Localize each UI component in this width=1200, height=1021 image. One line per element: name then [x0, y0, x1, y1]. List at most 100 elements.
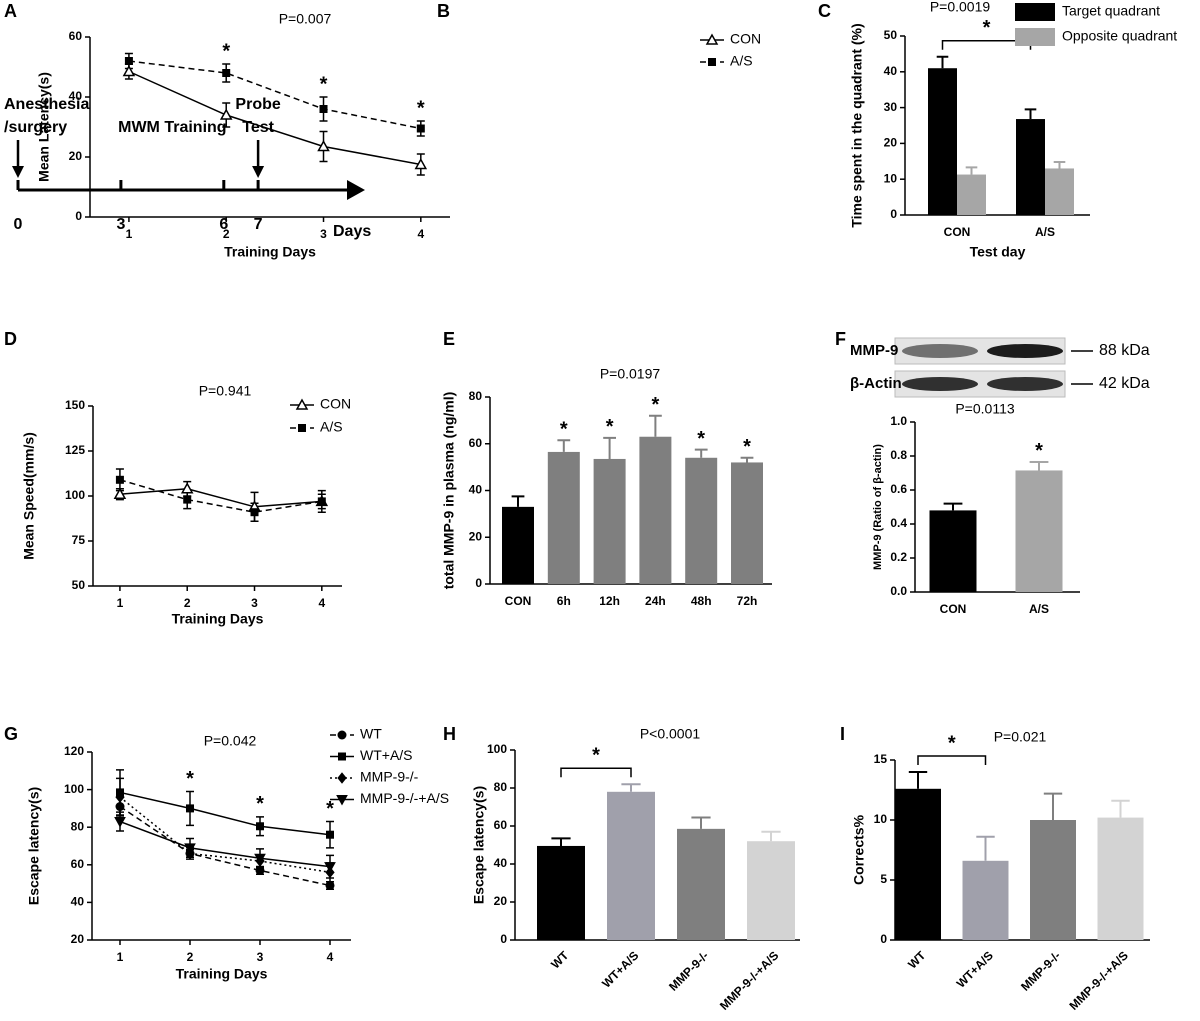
x-tick-label: MMP-9-/-	[1018, 948, 1063, 993]
p-value: P=0.0019	[930, 0, 991, 15]
x-tick-label: 7	[254, 216, 263, 233]
marker	[255, 865, 265, 875]
bar	[962, 860, 1009, 940]
y-tick-label: 40	[469, 483, 483, 497]
blot-band	[987, 377, 1063, 391]
marker	[256, 822, 264, 831]
x-tick-label: MMP-9-/-+A/S	[717, 948, 781, 1012]
significance-label: *	[652, 394, 660, 416]
event-label: MWM Training	[118, 119, 226, 136]
x-tick-label: 3	[116, 216, 125, 233]
error-bar	[1043, 792, 1063, 820]
marker	[184, 843, 196, 854]
y-tick-label: 60	[71, 857, 85, 871]
x-tick-label: 6	[219, 216, 228, 233]
x-tick-label: 1	[117, 596, 124, 610]
x-tick-label: 48h	[691, 594, 712, 608]
event-label: /surgery	[4, 119, 67, 136]
legend-label: WT+A/S	[360, 747, 413, 763]
event-label: Probe	[235, 96, 280, 113]
x-axis-label: Training Days	[224, 244, 316, 260]
legend-label: Opposite quadrant	[1062, 28, 1177, 44]
y-tick-label: 0.8	[890, 448, 907, 462]
x-tick-label: 24h	[645, 594, 666, 608]
error-bar	[1029, 460, 1049, 471]
series-line	[119, 796, 331, 874]
y-axis-label: Time spent in the quadrant (%)	[849, 23, 865, 227]
y-tick-label: 5	[880, 872, 887, 886]
marker	[336, 795, 348, 806]
legend-label: A/S	[320, 419, 343, 435]
p-value: P=0.042	[204, 733, 257, 749]
bar	[547, 451, 580, 584]
significance-label: *	[743, 436, 751, 458]
y-tick-label: 20	[71, 932, 85, 946]
y-tick-label: 30	[884, 100, 898, 114]
y-tick-label: 120	[64, 744, 84, 758]
y-tick-label: 100	[65, 488, 85, 502]
panel-label: F	[835, 329, 846, 349]
marker	[414, 157, 428, 170]
marker	[317, 139, 330, 152]
series-line	[119, 488, 322, 508]
marker	[317, 497, 326, 506]
p-value: P=0.0197	[600, 366, 661, 382]
p-value: P=0.007	[279, 11, 332, 27]
significance-bracket	[917, 755, 987, 765]
panel-label: G	[4, 724, 18, 744]
significance-label: *	[326, 798, 334, 820]
series-line	[119, 479, 322, 513]
blot-band	[902, 344, 978, 358]
bar	[957, 174, 986, 215]
error-bar	[694, 448, 708, 458]
error-bar	[965, 166, 978, 175]
marker	[295, 398, 309, 410]
p-value: P=0.021	[994, 729, 1047, 745]
marker	[250, 508, 259, 517]
p-value: P<0.0001	[640, 726, 701, 742]
y-tick-label: 40	[494, 856, 508, 870]
x-axis-label: Test day	[970, 244, 1026, 260]
bar	[1015, 470, 1063, 592]
marker	[183, 495, 192, 504]
marker	[416, 124, 425, 133]
x-tick-label: CON	[944, 225, 971, 239]
significance-label: *	[186, 768, 194, 790]
y-axis-label: MMP-9 (Ratio of β-actin)	[872, 444, 884, 570]
x-tick-label: 3	[251, 596, 258, 610]
bar	[1097, 817, 1144, 940]
y-tick-label: 1.0	[890, 414, 907, 428]
marker	[122, 64, 136, 77]
x-tick-label: 4	[417, 227, 424, 241]
legend-label: WT	[360, 726, 382, 742]
y-axis-label: Corrects%	[851, 814, 867, 885]
y-tick-label: 60	[469, 436, 483, 450]
legend-label: MMP-9-/-	[360, 769, 419, 785]
legend-label: Target quadrant	[1062, 3, 1160, 19]
bar	[1030, 820, 1076, 940]
y-tick-label: 0.2	[890, 550, 907, 564]
p-value: P=0.941	[199, 383, 252, 399]
y-tick-label: 15	[874, 752, 888, 766]
y-tick-label: 40	[69, 89, 83, 103]
y-tick-label: 20	[494, 894, 508, 908]
bar	[607, 791, 655, 940]
marker	[113, 487, 127, 499]
bar	[685, 457, 718, 584]
y-tick-label: 50	[884, 28, 898, 42]
x-tick-label: 4	[327, 950, 334, 964]
bar	[928, 68, 957, 215]
error-bar	[943, 502, 963, 511]
y-tick-label: 40	[71, 895, 85, 909]
significance-label: *	[697, 428, 705, 450]
y-tick-label: 80	[71, 819, 85, 833]
error-bar	[1053, 161, 1066, 169]
significance-label: *	[948, 732, 956, 754]
series-line	[128, 60, 421, 130]
panel-label: C	[818, 1, 831, 21]
panel-label: A	[4, 1, 17, 21]
x-tick-label: 12h	[599, 594, 620, 608]
y-tick-label: 50	[72, 578, 86, 592]
blot-label: MMP-9	[850, 342, 898, 359]
